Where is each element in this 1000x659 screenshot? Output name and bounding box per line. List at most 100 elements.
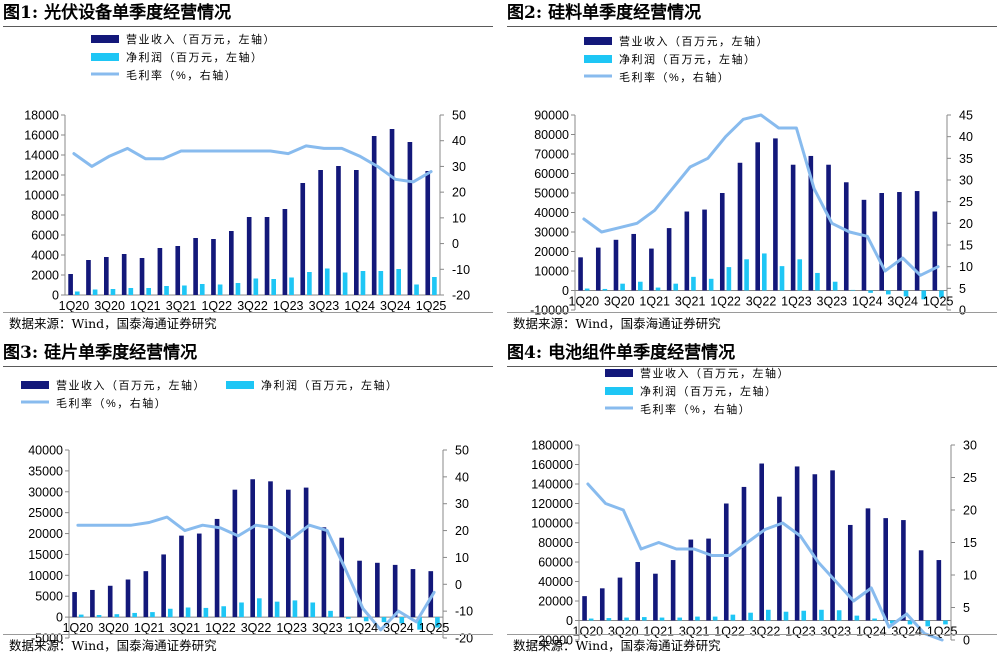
- revenue-bar: [759, 463, 764, 621]
- net-profit-bar: [235, 283, 241, 295]
- legend-net-profit-swatch: [584, 55, 612, 63]
- net-profit-bar: [584, 288, 590, 291]
- gross-margin-line: [582, 113, 940, 277]
- chart-svg: -5000 0 5000 10000 15000 20000 25000 30000 35000…: [21, 378, 473, 646]
- figure-number: 图2:: [507, 3, 543, 23]
- right-axis-tick-label: 15: [959, 239, 973, 253]
- revenue-bar: [595, 247, 601, 291]
- gross-margin-line: [586, 482, 944, 642]
- x-axis-tick-label: 1Q23: [781, 295, 812, 309]
- right-axis-tick-label: 25: [959, 195, 973, 209]
- net-profit-bar: [708, 278, 714, 291]
- revenue-bar: [179, 535, 184, 618]
- x-axis-tick-label: 1Q24: [344, 299, 375, 313]
- net-profit-bar: [659, 617, 665, 621]
- net-profit-bar: [399, 617, 405, 624]
- chart-svg: -10000 0 10000 20000 30000 40000 50000 60000 700…: [530, 34, 973, 318]
- left-axis-tick-label: 0: [52, 289, 59, 303]
- revenue-bar: [268, 481, 273, 618]
- legend-revenue-label: 营业收入（百万元，左轴）: [619, 34, 769, 48]
- net-profit-bar: [925, 620, 931, 627]
- figure-title: 硅片单季度经营情况: [44, 343, 198, 363]
- gross-margin-line: [72, 144, 433, 184]
- x-axis-tick-label: 3Q22: [237, 299, 268, 313]
- left-axis-tick-label: 5000: [35, 590, 63, 604]
- net-profit-bar: [96, 615, 102, 618]
- net-profit-bar: [217, 284, 223, 295]
- revenue-bar: [300, 183, 306, 295]
- left-axis-tick-label: 80000: [534, 128, 569, 142]
- left-axis-tick-label: 140000: [531, 478, 573, 492]
- net-profit-bar: [624, 617, 629, 621]
- net-profit-bar: [92, 289, 98, 295]
- left-axis-tick-label: 100000: [531, 517, 573, 531]
- net-profit-bar: [903, 290, 909, 297]
- panel-fig4: 图4: 电池组件单季度经营情况 -20000 0 20000 40000 60000 800…: [507, 340, 997, 659]
- revenue-bar: [918, 550, 924, 621]
- revenue-bar: [282, 209, 288, 295]
- net-profit-bar: [396, 269, 401, 295]
- revenue-bar: [125, 579, 131, 618]
- revenue-bar: [914, 191, 920, 291]
- x-axis-tick-label: 1Q24: [856, 625, 887, 639]
- right-axis-tick-label: 40: [455, 470, 469, 484]
- left-axis-tick-label: 8000: [31, 209, 59, 223]
- x-axis-tick-label: 1Q21: [134, 621, 165, 635]
- right-axis-tick-label: 10: [959, 260, 973, 274]
- revenue-bar: [812, 474, 818, 621]
- net-profit-bar: [939, 290, 944, 298]
- x-axis-tick-label: 1Q20: [569, 295, 600, 309]
- revenue-bar: [830, 470, 835, 621]
- revenue-bar: [264, 217, 270, 295]
- net-profit-bar: [271, 279, 276, 295]
- panel-fig2: 图2: 硅料单季度经营情况 -10000 0 10000 20000 30000 40000…: [507, 0, 997, 336]
- net-profit-bar: [779, 266, 785, 291]
- figure-number: 图1:: [3, 3, 39, 23]
- left-axis-tick-label: 35000: [28, 464, 63, 478]
- right-axis-tick-label: -20: [455, 632, 473, 646]
- revenue-bar: [631, 233, 636, 291]
- x-axis-tick-label: 3Q22: [241, 621, 272, 635]
- revenue-bar: [826, 164, 831, 291]
- revenue-bar: [246, 217, 252, 295]
- revenue-bar: [777, 496, 782, 621]
- right-axis-tick-label: 40: [452, 134, 466, 148]
- left-axis-tick-label: 40000: [28, 444, 63, 458]
- right-axis-tick-label: 15: [963, 536, 977, 550]
- left-axis-tick-label: 60000: [534, 167, 569, 181]
- left-axis-tick-label: 20000: [538, 595, 573, 609]
- right-axis-tick-label: 0: [452, 237, 459, 251]
- left-axis-tick-label: 0: [562, 284, 569, 298]
- x-axis-tick-label: 3Q21: [169, 621, 200, 635]
- net-profit-bar: [797, 259, 803, 291]
- left-axis-tick-label: 4000: [31, 249, 59, 263]
- net-profit-bar: [274, 601, 280, 618]
- net-profit-bar: [378, 271, 384, 295]
- net-profit-bar: [677, 617, 683, 621]
- revenue-bar: [214, 518, 220, 618]
- x-axis-tick-label: 3Q20: [608, 625, 639, 639]
- right-axis-tick-label: 30: [455, 497, 469, 511]
- x-axis-tick-label: 3Q21: [675, 295, 706, 309]
- revenue-bar: [670, 560, 676, 621]
- revenue-bar: [808, 155, 814, 291]
- net-profit-bar: [363, 617, 369, 622]
- left-axis-tick-label: 40000: [538, 575, 573, 589]
- net-profit-bar: [744, 259, 749, 291]
- revenue-bar: [706, 538, 711, 621]
- right-axis-tick-label: 10: [455, 551, 469, 565]
- right-axis-tick-label: 45: [959, 109, 973, 123]
- right-axis-tick-label: -10: [452, 263, 470, 277]
- revenue-bar: [389, 129, 395, 295]
- source-note: 数据来源：Wind，国泰海通证券研究: [3, 634, 493, 658]
- revenue-bar: [157, 248, 163, 295]
- net-profit-bar: [748, 612, 753, 621]
- x-axis-tick-label: 1Q21: [639, 295, 670, 309]
- x-axis-tick-label: 1Q23: [276, 621, 307, 635]
- figure-title: 硅料单季度经营情况: [548, 3, 702, 23]
- left-axis-tick-label: 30000: [534, 226, 569, 240]
- legend-revenue-label: 营业收入（百万元，左轴）: [126, 32, 276, 46]
- net-profit-bar: [110, 289, 116, 295]
- legend-net-profit-label: 净利润（百万元，左轴）: [640, 384, 778, 398]
- revenue-bar: [428, 571, 434, 618]
